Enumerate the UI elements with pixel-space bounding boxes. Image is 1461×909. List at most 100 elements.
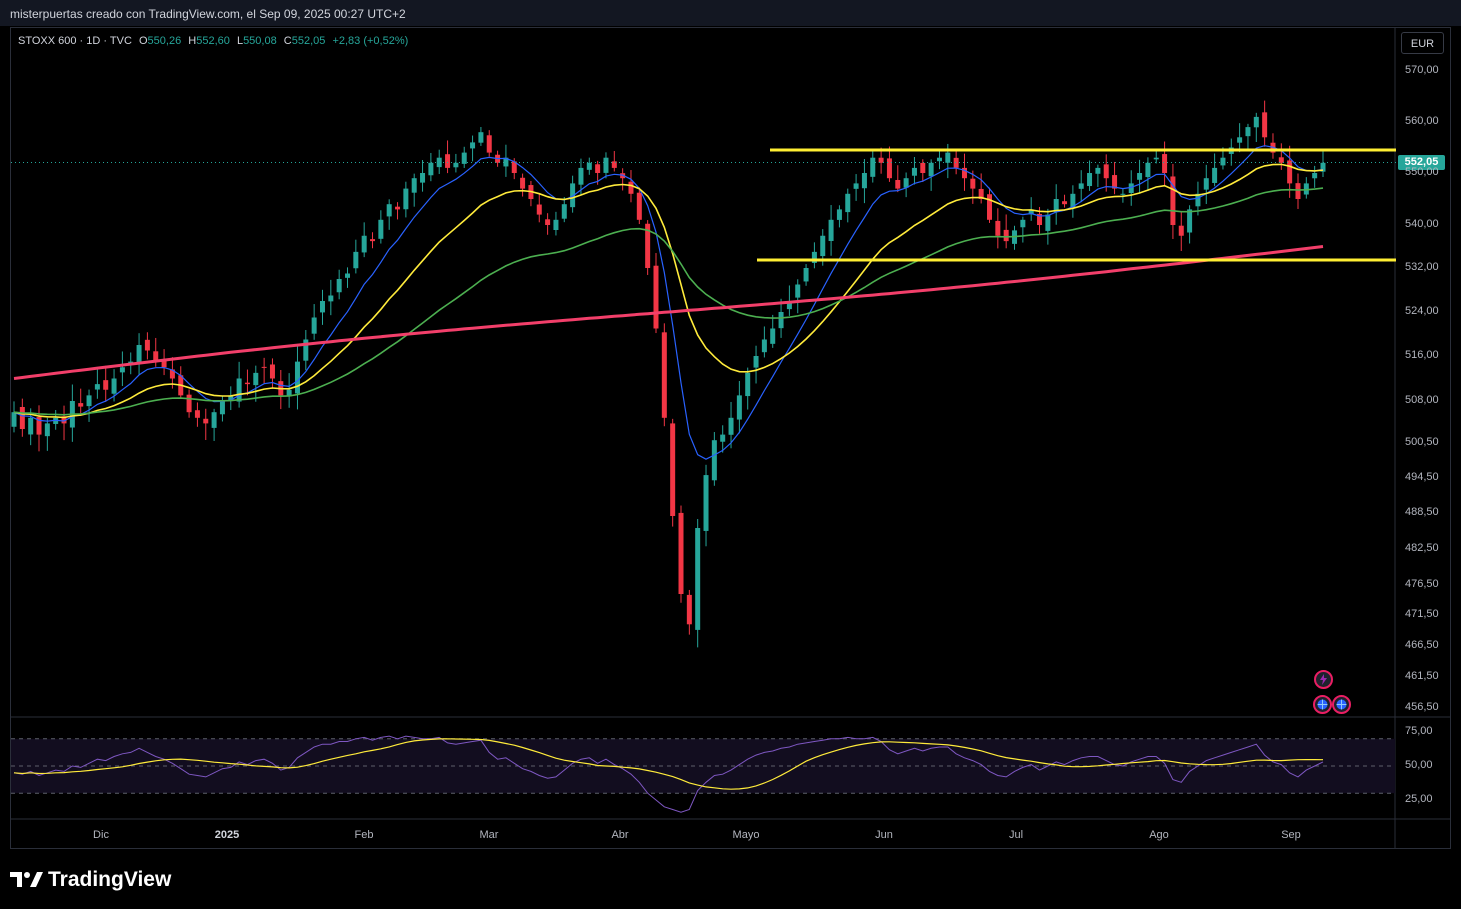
candle-body xyxy=(1062,201,1068,205)
currency-button[interactable]: EUR xyxy=(1401,32,1444,54)
candle-body xyxy=(1028,209,1034,215)
candle-body xyxy=(1137,173,1143,180)
candle-body xyxy=(161,359,167,368)
candle-body xyxy=(453,162,459,168)
candle-body xyxy=(261,366,267,368)
globe-event-icon[interactable] xyxy=(1332,695,1351,714)
candle-body xyxy=(111,378,117,394)
legend-open-label: O xyxy=(138,35,148,47)
candle-body xyxy=(378,219,384,239)
time-tick-label: Abr xyxy=(611,829,629,841)
candle-body xyxy=(986,194,992,220)
brand-name: TradingView xyxy=(48,868,172,891)
candle-body xyxy=(395,206,401,210)
candle-body xyxy=(611,161,617,168)
candle-body xyxy=(1095,167,1101,174)
price-tick-label: 488,50 xyxy=(1405,506,1439,518)
candle-body xyxy=(578,167,584,185)
candle-body xyxy=(828,219,834,242)
price-tick-label: 471,50 xyxy=(1405,608,1439,620)
ema-slow-line xyxy=(13,187,1324,416)
candle-body xyxy=(853,183,859,189)
time-tick-label: Feb xyxy=(354,829,374,841)
globe-event-icon[interactable] xyxy=(1313,695,1332,714)
legend-symbol: STOXX 600 · 1D · TVC xyxy=(18,35,132,47)
candle-body xyxy=(370,239,376,242)
legend-close-label: C xyxy=(283,35,292,47)
candle-body xyxy=(1112,175,1118,189)
legend-low-label: L xyxy=(236,35,244,47)
candle-body xyxy=(420,173,426,183)
ema-mid-line xyxy=(13,163,1324,419)
rsi-line xyxy=(13,735,1324,813)
price-tick-label: 482,50 xyxy=(1405,542,1439,554)
candle-body xyxy=(561,204,567,219)
candle-body xyxy=(920,162,926,173)
time-tick-label: Sep xyxy=(1281,829,1301,841)
candle-body xyxy=(353,251,359,269)
candle-body xyxy=(628,181,634,194)
candle-body xyxy=(269,364,275,379)
candle-body xyxy=(194,410,200,418)
candle-body xyxy=(570,183,576,208)
candle-body xyxy=(461,152,467,164)
price-tick-label: 494,50 xyxy=(1405,471,1439,483)
candle-body xyxy=(136,345,142,363)
candle-body xyxy=(11,412,17,427)
candle-body xyxy=(128,361,134,364)
candle-body xyxy=(686,594,692,625)
price-tick-label: 540,00 xyxy=(1405,218,1439,230)
candle-body xyxy=(728,417,734,435)
lightning-event-icon[interactable] xyxy=(1314,670,1333,689)
tradingview-logo-icon xyxy=(10,869,44,891)
candle-body xyxy=(595,164,601,173)
price-tick-label: 476,50 xyxy=(1405,578,1439,590)
candle-body xyxy=(211,412,217,428)
candle-body xyxy=(486,135,492,153)
candle-body xyxy=(44,423,50,437)
candle-body xyxy=(703,475,709,531)
candle-body xyxy=(536,204,542,215)
candle-body xyxy=(153,351,159,362)
candle-body xyxy=(1312,173,1318,179)
rsi-ma-line xyxy=(13,738,1324,790)
candle-body xyxy=(1103,164,1109,179)
candle-body xyxy=(244,382,250,385)
candle-body xyxy=(820,235,826,257)
candle-body xyxy=(428,162,434,176)
rsi-tick-label: 50,00 xyxy=(1405,759,1433,771)
time-tick-label: Mayo xyxy=(732,829,760,841)
candle-body xyxy=(861,173,867,189)
candle-body xyxy=(328,295,334,302)
candle-body xyxy=(345,273,351,278)
candle-body xyxy=(86,395,92,407)
candle-body xyxy=(303,339,309,361)
legend-low-value: 550,08 xyxy=(243,35,277,47)
price-tick-label: 550,00 xyxy=(1405,166,1439,178)
candle-body xyxy=(1220,157,1226,166)
candle-body xyxy=(94,384,100,390)
candle-body xyxy=(1120,193,1126,195)
chart-frame[interactable] xyxy=(10,27,1451,849)
legend-open-value: 550,26 xyxy=(147,35,182,47)
candle-body xyxy=(186,394,192,413)
time-tick-label: Mar xyxy=(479,829,499,841)
price-tick-label: 456,50 xyxy=(1405,701,1439,713)
candle-body xyxy=(970,178,976,189)
candle-body xyxy=(911,167,917,176)
time-tick-label: Jul xyxy=(1008,829,1024,841)
candle-body xyxy=(219,401,225,415)
tradingview-brand[interactable]: TradingView xyxy=(10,866,171,894)
candle-body xyxy=(603,157,609,173)
candle-body xyxy=(1053,199,1059,212)
candle-body xyxy=(511,161,517,173)
candle-body xyxy=(169,369,175,379)
price-tick-label: 508,00 xyxy=(1405,394,1439,406)
candle-body xyxy=(1278,157,1284,163)
candle-body xyxy=(803,268,809,282)
candle-body xyxy=(1212,167,1218,183)
candle-body xyxy=(711,440,717,481)
time-tick-label: 2025 xyxy=(214,829,240,841)
candle-body xyxy=(144,339,150,351)
